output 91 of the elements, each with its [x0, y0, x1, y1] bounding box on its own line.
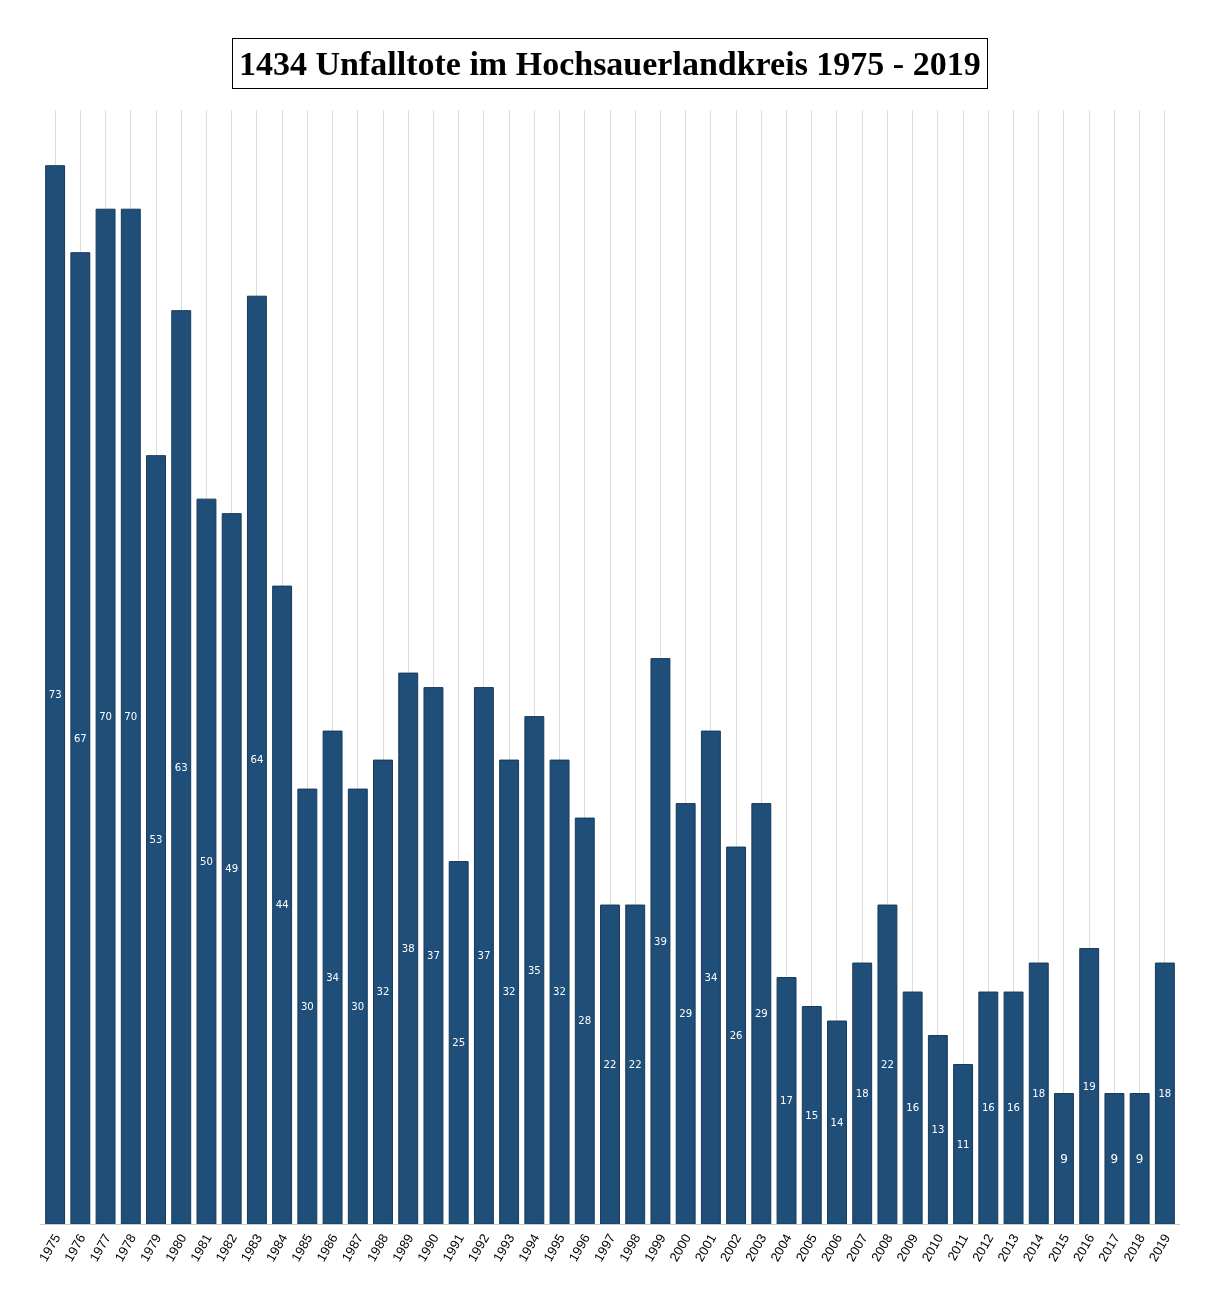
bar [221, 513, 242, 1224]
bar [272, 585, 293, 1224]
data-label: 35 [527, 964, 541, 976]
data-label: 26 [729, 1029, 743, 1041]
bar [574, 817, 595, 1224]
data-label: 28 [578, 1015, 592, 1027]
data-label: 22 [603, 1058, 617, 1070]
bar [675, 803, 696, 1224]
data-label: 38 [401, 942, 415, 954]
bar [726, 846, 747, 1224]
data-label: 30 [300, 1000, 314, 1012]
data-label: 22 [628, 1058, 642, 1070]
data-label: 44 [275, 899, 289, 911]
bar [549, 759, 570, 1224]
bar [347, 788, 368, 1224]
data-label: 32 [502, 986, 516, 998]
bar [1104, 1093, 1125, 1224]
bar [700, 730, 721, 1224]
bar [1028, 962, 1049, 1224]
bar [322, 730, 343, 1224]
bar [978, 991, 999, 1224]
data-label: 16 [1007, 1102, 1020, 1114]
bar [751, 803, 772, 1224]
bar [1003, 991, 1024, 1224]
data-label: 32 [553, 986, 567, 998]
data-label: 16 [981, 1102, 995, 1114]
data-label: 39 [653, 935, 667, 947]
data-label: 18 [855, 1087, 869, 1099]
data-label: 9 [1060, 1151, 1068, 1166]
bar [246, 295, 267, 1224]
bar [473, 687, 494, 1224]
data-label: 70 [124, 710, 138, 722]
data-label: 64 [250, 754, 264, 766]
bar [70, 252, 91, 1224]
bar [801, 1006, 822, 1224]
bar [625, 904, 646, 1224]
data-label: 13 [931, 1124, 945, 1136]
data-label: 32 [376, 986, 390, 998]
data-label: 63 [174, 761, 188, 773]
data-label: 14 [830, 1116, 844, 1128]
data-label: 17 [780, 1095, 793, 1107]
bar [499, 759, 520, 1224]
data-label: 9 [1135, 1151, 1144, 1166]
bar [423, 687, 444, 1224]
bar [902, 991, 923, 1224]
bar [373, 759, 393, 1224]
data-label: 73 [48, 689, 62, 701]
bar [600, 904, 620, 1224]
bar [1129, 1093, 1150, 1224]
bar [196, 498, 217, 1224]
data-label: 34 [326, 971, 340, 983]
data-label: 29 [679, 1008, 693, 1020]
bar [297, 788, 318, 1224]
bar [776, 977, 797, 1224]
data-label: 15 [805, 1109, 819, 1121]
data-label: 70 [99, 710, 113, 722]
bar [171, 310, 192, 1224]
data-label: 19 [1082, 1080, 1096, 1092]
data-label: 30 [351, 1000, 365, 1012]
data-label: 49 [225, 863, 239, 875]
data-label: 11 [956, 1138, 970, 1150]
bar [95, 208, 116, 1224]
data-label: 37 [477, 950, 491, 962]
bar [448, 861, 469, 1224]
data-label: 34 [704, 971, 718, 983]
data-label: 67 [73, 732, 87, 744]
data-label: 29 [754, 1008, 768, 1020]
data-label: 53 [149, 834, 163, 846]
bar [398, 672, 419, 1224]
bar [524, 716, 545, 1224]
data-label: 18 [1158, 1087, 1172, 1099]
bar [927, 1035, 948, 1224]
bar [852, 962, 873, 1224]
data-label: 9 [1110, 1151, 1119, 1166]
data-label: 50 [200, 855, 213, 867]
data-label: 18 [1032, 1087, 1046, 1099]
bar [953, 1064, 974, 1224]
data-label: 37 [427, 950, 440, 962]
bar [827, 1020, 847, 1224]
bar [120, 208, 141, 1224]
data-label: 25 [452, 1037, 466, 1049]
bar [1054, 1093, 1074, 1224]
bar [1154, 962, 1175, 1224]
chart-title: 1434 Unfalltote im Hochsauerlandkreis 1975 - 2019 [239, 45, 981, 82]
bar [877, 904, 898, 1224]
data-label: 22 [880, 1058, 894, 1070]
data-label: 16 [906, 1102, 920, 1114]
bar [146, 455, 166, 1224]
bar [1079, 948, 1100, 1224]
bar [45, 165, 66, 1224]
bar [650, 658, 671, 1224]
